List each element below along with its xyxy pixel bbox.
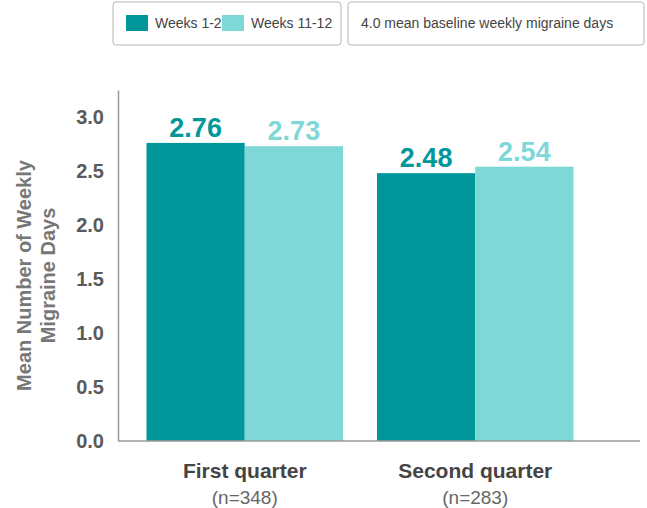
y-axis-title: Mean Number of WeeklyMigraine Days bbox=[13, 159, 59, 391]
data-label: 2.76 bbox=[169, 113, 222, 143]
y-tick-label: 1.0 bbox=[76, 322, 104, 344]
x-axis-line bbox=[118, 440, 640, 442]
bar bbox=[245, 146, 343, 441]
annotation: 4.0 mean baseline weekly migraine days bbox=[348, 2, 644, 45]
y-tick-label: 1.5 bbox=[76, 268, 104, 290]
bar bbox=[377, 173, 475, 441]
legend-swatch bbox=[222, 15, 244, 31]
x-axis: First quarter(n=348) Second quarter(n=283… bbox=[118, 441, 640, 508]
x-tick-label: First quarter(n=348) bbox=[183, 459, 307, 508]
y-tick-label: 2.0 bbox=[76, 214, 104, 236]
y-tick-label: 0.0 bbox=[76, 430, 104, 452]
y-tick: 0.0 bbox=[76, 430, 118, 452]
legend-box bbox=[113, 2, 341, 45]
x-tick: First quarter(n=348) bbox=[183, 441, 307, 508]
bar bbox=[147, 143, 245, 441]
data-label: 2.48 bbox=[400, 143, 453, 173]
legend-swatch bbox=[126, 15, 148, 31]
annotation-box bbox=[348, 2, 644, 45]
y-tick-label: 2.5 bbox=[76, 160, 104, 182]
legend-label: Weeks 11-12 bbox=[251, 15, 332, 31]
bar bbox=[475, 167, 573, 441]
x-tick-label: Second quarter(n=283) bbox=[398, 459, 552, 508]
bars bbox=[147, 143, 574, 441]
y-tick: 2.0 bbox=[76, 214, 118, 236]
y-tick: 3.0 bbox=[76, 106, 118, 128]
y-tick-label: 3.0 bbox=[76, 106, 104, 128]
legend-label: Weeks 1-2 bbox=[155, 15, 222, 31]
y-axis-line bbox=[118, 91, 120, 442]
legend: Weeks 1-2 Weeks 11-12 bbox=[113, 2, 341, 45]
y-tick-label: 0.5 bbox=[76, 376, 104, 398]
y-tick: 0.5 bbox=[76, 376, 118, 398]
data-label: 2.73 bbox=[268, 116, 321, 146]
y-tick: 1.0 bbox=[76, 322, 118, 344]
y-axis: 0.0 0.5 1.0 1.5 2.0 2.5 3.0 bbox=[76, 91, 118, 452]
y-tick: 2.5 bbox=[76, 160, 118, 182]
annotation-text: 4.0 mean baseline weekly migraine days bbox=[361, 15, 613, 31]
x-tick: Second quarter(n=283) bbox=[398, 441, 552, 508]
chart: 2.76 2.48 2.73 2.54 0.0 0.5 1.0 1.5 2.0 2.5 3.0 Fir… bbox=[0, 0, 647, 508]
y-tick: 1.5 bbox=[76, 268, 118, 290]
data-label: 2.54 bbox=[498, 137, 551, 167]
